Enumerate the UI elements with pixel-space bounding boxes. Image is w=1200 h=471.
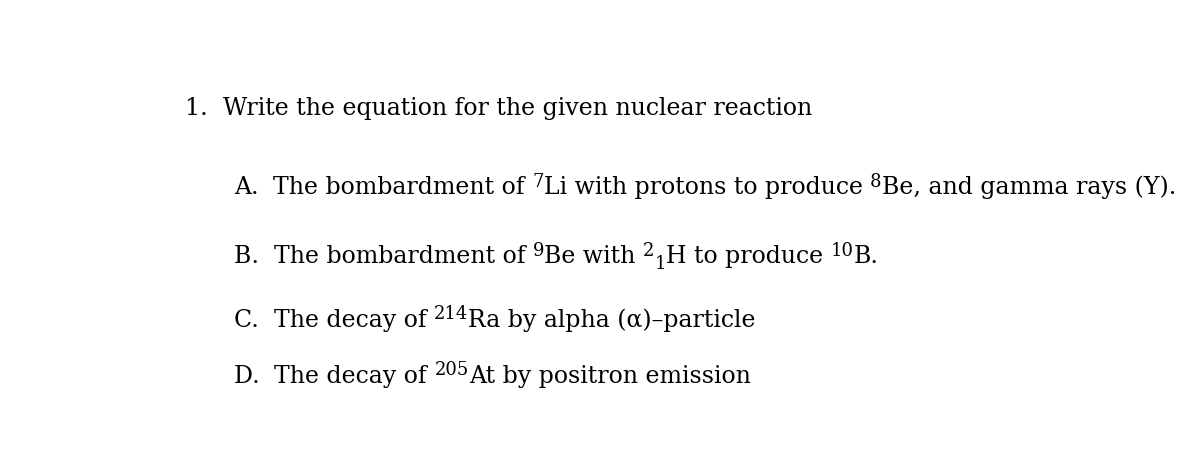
- Text: The decay of: The decay of: [274, 309, 433, 332]
- Text: B.: B.: [853, 245, 878, 268]
- Text: Li with protons to produce: Li with protons to produce: [544, 176, 870, 199]
- Text: Be with: Be with: [545, 245, 643, 268]
- Text: B.: B.: [234, 245, 274, 268]
- Text: 7: 7: [533, 173, 544, 191]
- Text: A.: A.: [234, 176, 274, 199]
- Text: Be, and gamma rays (Y).: Be, and gamma rays (Y).: [882, 176, 1176, 199]
- Text: 8: 8: [870, 173, 882, 191]
- Text: 205: 205: [434, 361, 469, 379]
- Text: Write the equation for the given nuclear reaction: Write the equation for the given nuclear…: [223, 97, 812, 120]
- Text: 2: 2: [643, 242, 654, 260]
- Text: H to produce: H to produce: [666, 245, 830, 268]
- Text: The bombardment of: The bombardment of: [274, 176, 533, 199]
- Text: The decay of: The decay of: [275, 365, 434, 388]
- Text: D.: D.: [234, 365, 275, 388]
- Text: C.: C.: [234, 309, 274, 332]
- Text: 1.: 1.: [185, 97, 223, 120]
- Text: 9: 9: [533, 242, 545, 260]
- Text: At by positron emission: At by positron emission: [469, 365, 751, 388]
- Text: 214: 214: [433, 305, 468, 323]
- Text: The bombardment of: The bombardment of: [274, 245, 533, 268]
- Text: 1: 1: [654, 255, 666, 274]
- Text: 10: 10: [830, 242, 853, 260]
- Text: Ra by alpha (α)–particle: Ra by alpha (α)–particle: [468, 308, 756, 332]
